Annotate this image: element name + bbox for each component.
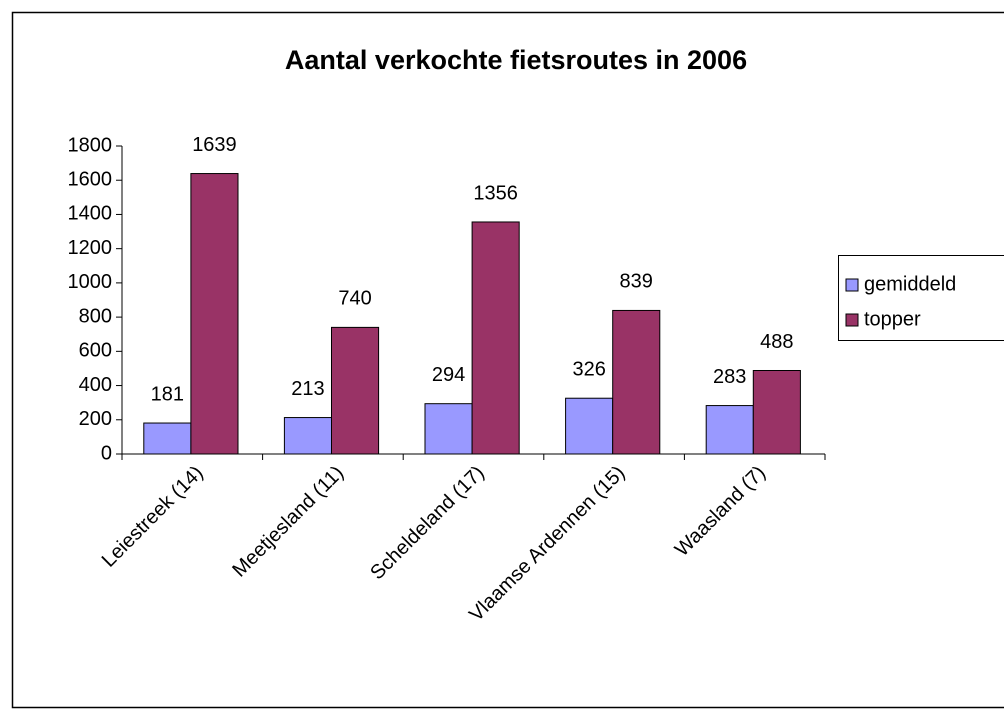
y-tick-label: 800: [79, 305, 112, 327]
data-label: 326: [572, 358, 605, 380]
y-tick-label: 200: [79, 408, 112, 430]
data-label: 740: [338, 288, 371, 310]
data-label: 181: [151, 383, 184, 405]
legend-swatch: [845, 313, 859, 327]
data-label: 839: [620, 271, 653, 293]
y-tick-label: 600: [79, 340, 112, 362]
legend-label: gemiddeld: [864, 273, 956, 295]
y-tick-label: 1800: [68, 134, 113, 156]
data-label: 488: [760, 331, 793, 353]
y-tick-label: 1600: [68, 169, 113, 191]
data-label: 294: [432, 364, 465, 386]
data-label: 1356: [473, 182, 518, 204]
data-label: 1639: [192, 134, 237, 156]
y-tick-label: 1000: [68, 271, 113, 293]
bar: [330, 326, 380, 455]
bar: [565, 397, 614, 455]
y-tick-label: 1200: [68, 237, 113, 259]
legend-swatch: [845, 278, 859, 292]
y-tick-label: 0: [101, 442, 112, 464]
data-label: 283: [713, 366, 746, 388]
bar: [752, 369, 801, 455]
chart-title: Aantal verkochte fietsroutes in 2006: [285, 45, 747, 75]
bar: [143, 422, 192, 455]
y-tick-label: 1400: [68, 203, 113, 225]
legend-box: [838, 255, 1004, 341]
bar: [471, 221, 520, 455]
bar: [283, 417, 332, 455]
data-label: 213: [291, 378, 324, 400]
bar: [424, 403, 473, 455]
bar: [612, 309, 661, 455]
legend-label: topper: [864, 308, 921, 330]
bar: [705, 405, 754, 455]
y-tick-label: 400: [79, 374, 112, 396]
bar: [190, 173, 239, 455]
